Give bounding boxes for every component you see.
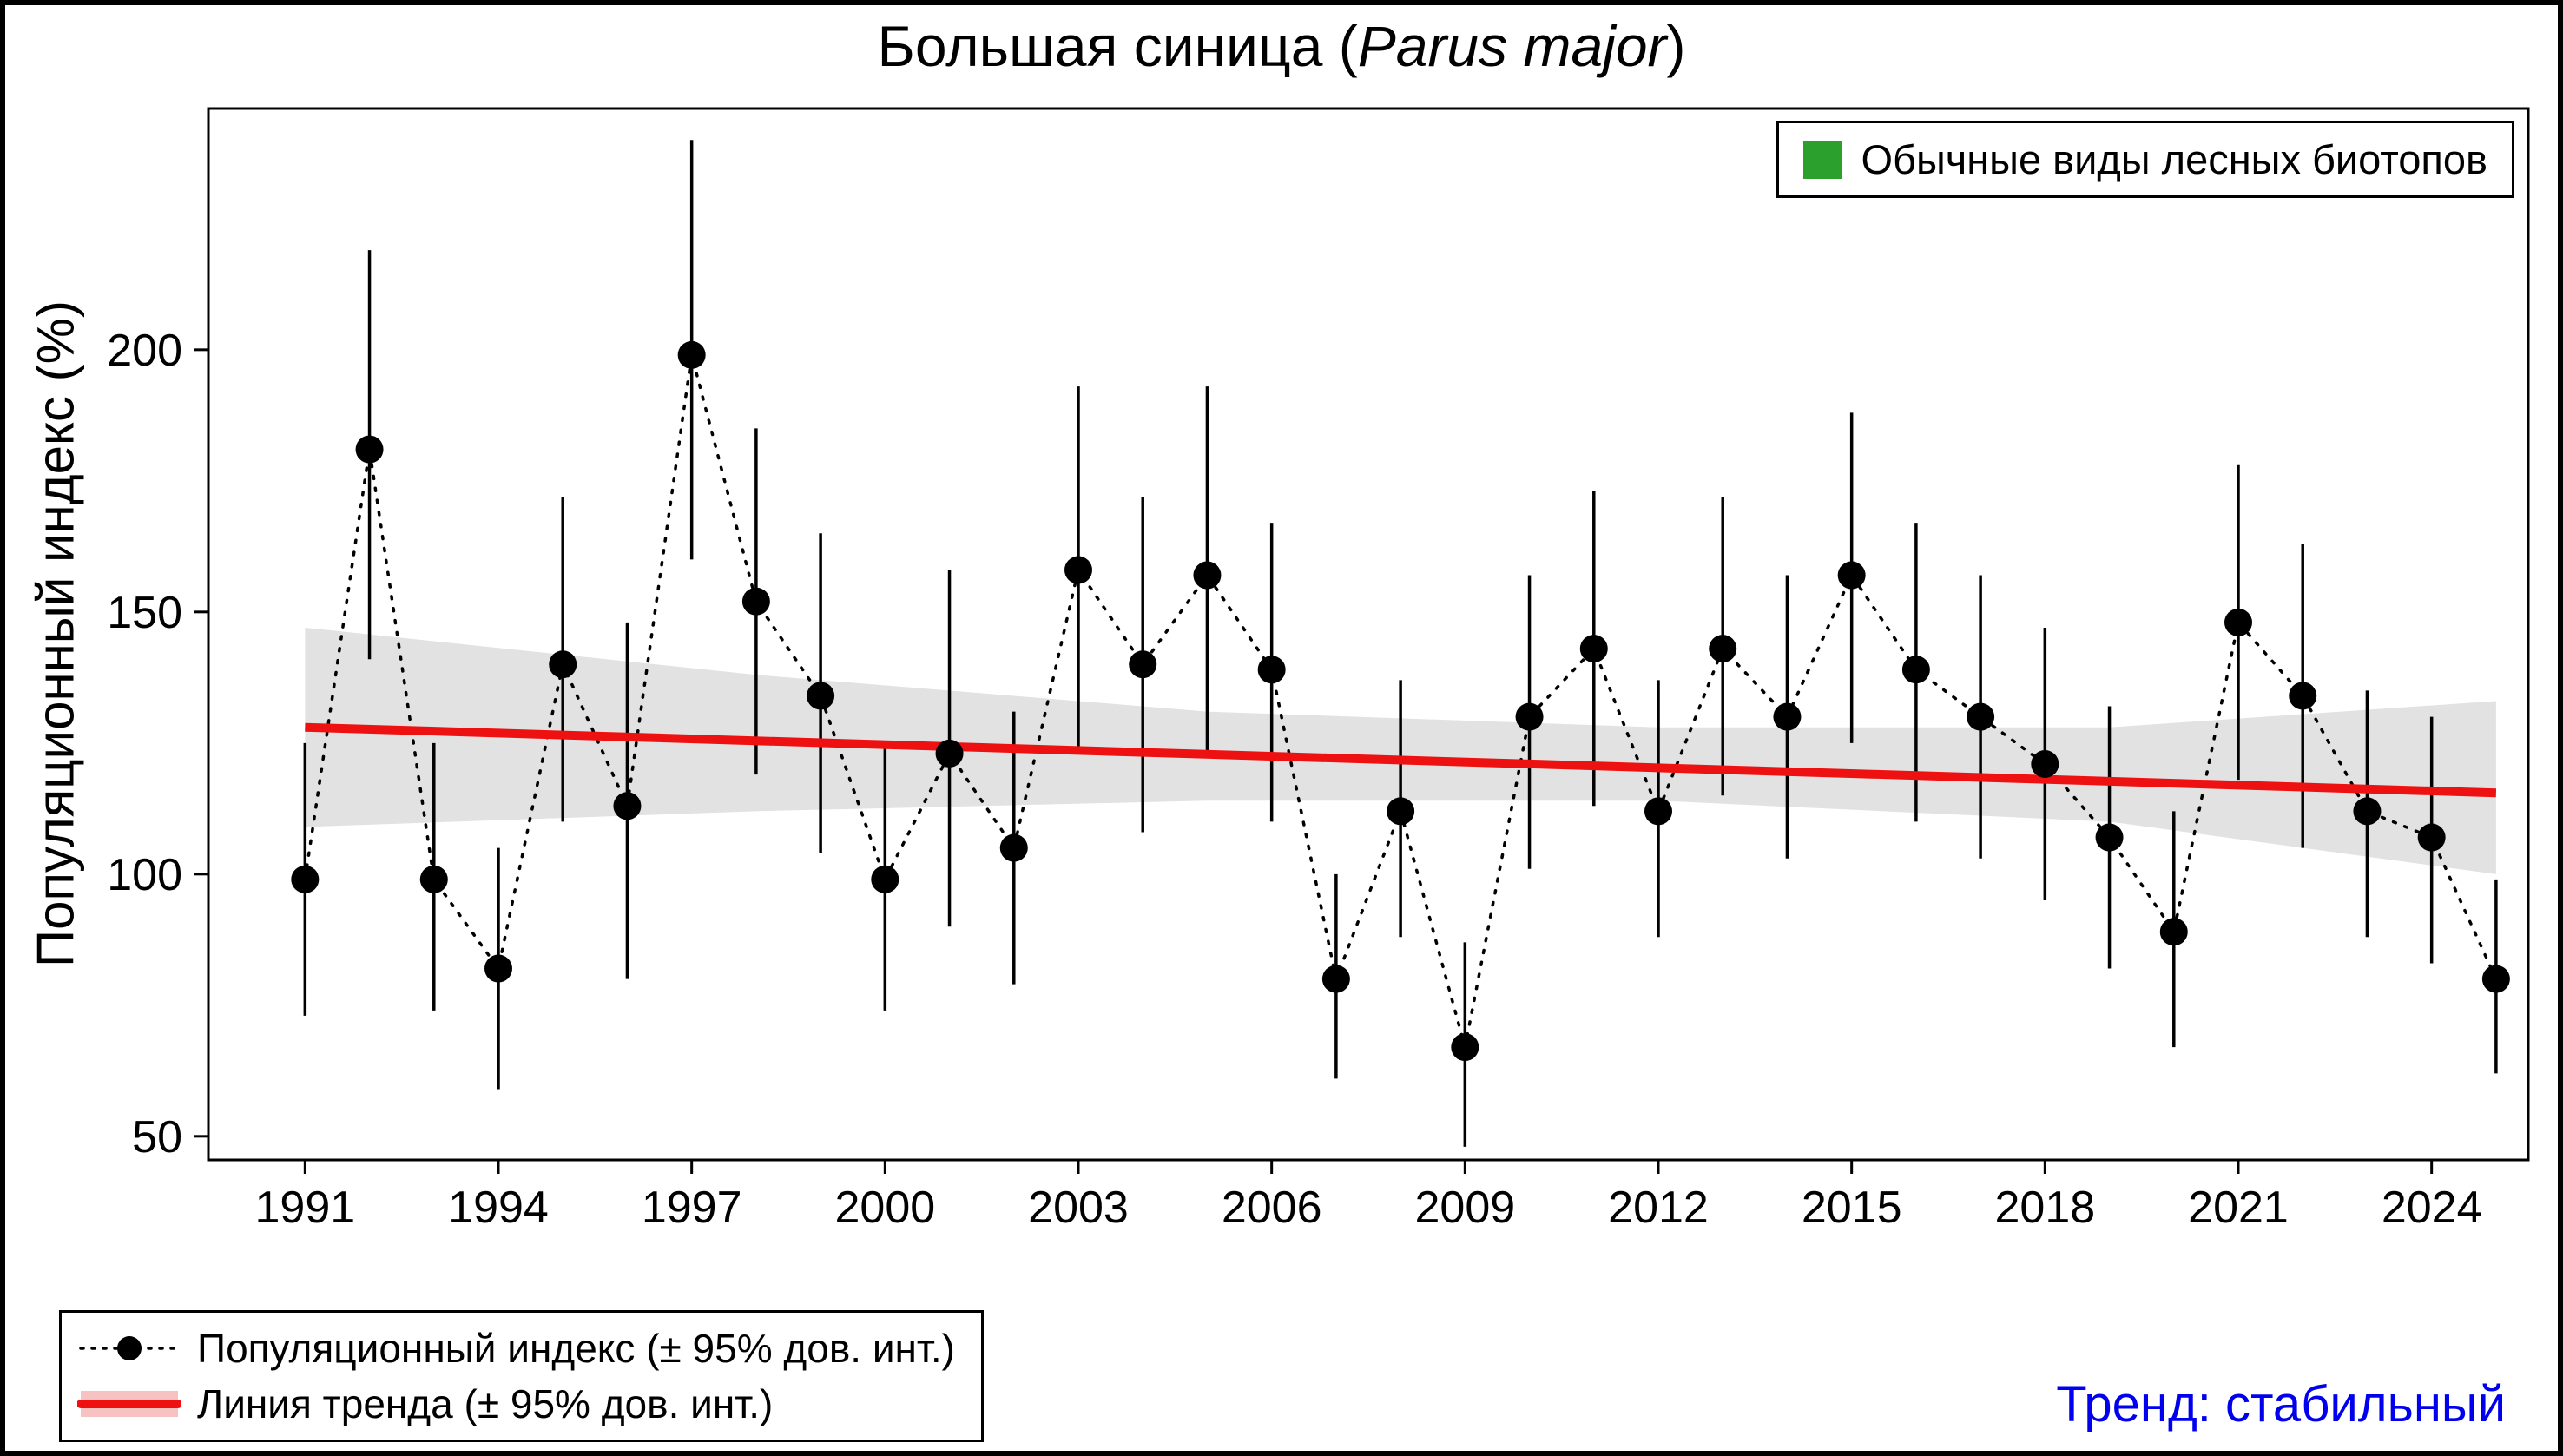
legend-item-trend-label: Линия тренда (± 95% дов. инт.) (197, 1381, 774, 1426)
svg-text:2006: 2006 (1222, 1183, 1322, 1233)
svg-text:200: 200 (107, 326, 182, 376)
svg-text:1994: 1994 (448, 1183, 549, 1233)
svg-text:2018: 2018 (1994, 1183, 2095, 1233)
svg-text:100: 100 (107, 850, 182, 900)
trend-key-icon (77, 1391, 181, 1417)
svg-text:2021: 2021 (2188, 1183, 2289, 1233)
habitat-legend: Обычные виды лесных биотопов (1776, 121, 2514, 198)
legend-item-index-label: Популяционный индекс (± 95% дов. инт.) (197, 1326, 955, 1371)
svg-text:2009: 2009 (1414, 1183, 1515, 1233)
chart-title-prefix: Большая синица ( (877, 14, 1358, 78)
plot-area: 1991 1994 1997 2000 2003 2006 2009 2012 2015 2018… (107, 107, 2530, 1233)
y-axis-ticks: 50 100 150 200 (107, 326, 208, 1163)
svg-text:1997: 1997 (642, 1183, 742, 1233)
svg-text:50: 50 (132, 1112, 182, 1163)
series-legend: Популяционный индекс (± 95% дов. инт.) Л… (59, 1310, 984, 1442)
habitat-legend-swatch (1803, 140, 1842, 179)
svg-text:2000: 2000 (834, 1183, 935, 1233)
habitat-legend-label: Обычные виды лесных биотопов (1861, 136, 2487, 182)
chart-title-suffix: ) (1666, 14, 1686, 78)
svg-text:2015: 2015 (1802, 1183, 1902, 1233)
trend-status: Тренд: стабильный (2056, 1376, 2506, 1433)
svg-text:150: 150 (107, 588, 182, 638)
error-bars (303, 140, 2498, 1147)
plot-border (207, 107, 2530, 1162)
trend-line (305, 722, 2497, 798)
svg-text:2024: 2024 (2382, 1183, 2482, 1233)
x-axis-ticks: 1991 1994 1997 2000 2003 2006 2009 2012 2015 2018… (254, 1160, 2482, 1233)
svg-text:1991: 1991 (254, 1183, 355, 1233)
chart-title: Большая синица (Parus major) (5, 14, 2558, 80)
data-points (291, 340, 2510, 1062)
index-key-icon (79, 1336, 180, 1360)
svg-text:2012: 2012 (1608, 1183, 1709, 1233)
chart-title-species: Parus major (1357, 14, 1667, 78)
svg-text:2003: 2003 (1028, 1183, 1129, 1233)
legend-item-index: Популяционный индекс (± 95% дов. инт.) (77, 1325, 955, 1372)
legend-item-trend: Линия тренда (± 95% дов. инт.) (77, 1380, 955, 1427)
